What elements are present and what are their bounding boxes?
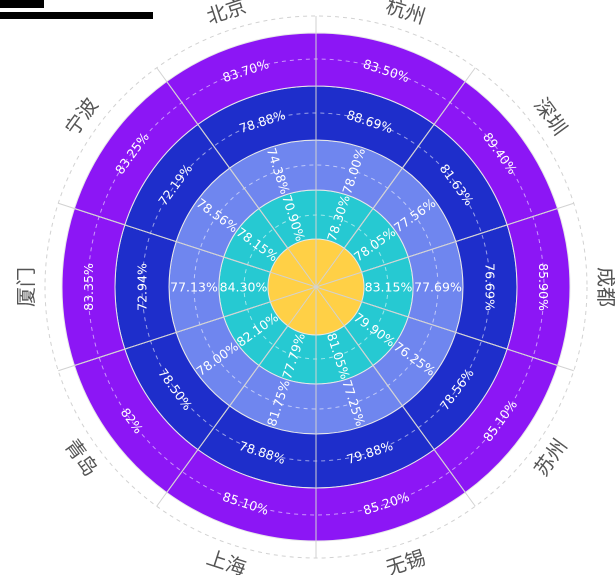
radial-spoke-4 [315,286,574,372]
value-label-ring-1-sector-8: 84.30% [220,280,268,295]
value-label-ring-3-sector-3: 76.69% [483,263,498,311]
radial-spoke-9 [58,202,317,288]
category-label-5: 无锡 [383,545,428,575]
radial-spoke-5 [315,286,476,507]
category-label-8: 厦门 [14,267,38,307]
category-label-1: 杭州 [383,0,428,29]
value-label-ring-2-sector-3: 77.69% [414,280,462,295]
radial-spoke-3 [315,202,574,288]
category-label-4: 苏州 [529,434,572,480]
radial-spoke-7 [156,286,317,507]
category-label-3: 成都 [594,267,615,307]
value-label-ring-4-sector-8: 83.35% [81,263,96,311]
category-label-10: 北京 [204,0,249,29]
value-label-ring-2-sector-8: 77.13% [170,280,218,295]
grid-circle-2 [193,164,439,410]
radial-spoke-8 [58,286,317,372]
category-label-7: 青岛 [60,434,103,480]
category-label-2: 深圳 [529,93,572,139]
grid-layer [44,15,588,559]
legend-color-swatch [0,0,44,8]
category-label-6: 上海 [204,545,249,575]
value-label-ring-4-sector-3: 85.90% [536,263,551,311]
radial-spoke-2 [315,67,476,288]
value-label-ring-3-sector-8: 72.94% [135,263,150,311]
radial-spoke-10 [156,67,317,288]
category-label-9: 宁波 [60,93,103,139]
ring-layer [61,32,571,542]
legend-entry-bar [0,12,153,19]
value-label-ring-1-sector-3: 83.15% [365,280,413,295]
